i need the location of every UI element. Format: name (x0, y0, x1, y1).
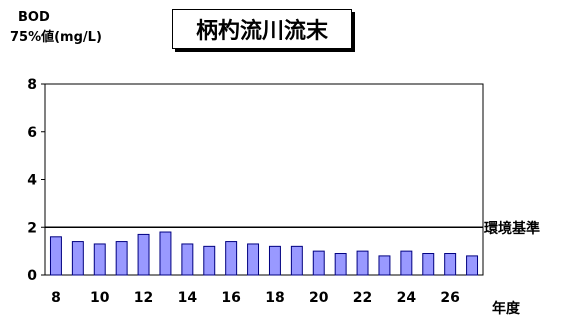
reference-line-label: 環境基準 (484, 221, 540, 237)
bar (247, 243, 260, 276)
x-tick-label: 12 (134, 290, 153, 306)
x-tick-label: 26 (440, 290, 459, 306)
x-tick-label: 20 (309, 290, 329, 306)
bar (466, 255, 479, 276)
y-tick-label: 4 (27, 173, 37, 189)
x-tick-label: 22 (353, 290, 372, 306)
bar (71, 241, 84, 276)
bar (137, 233, 150, 276)
bar (400, 250, 413, 276)
chart-title: 柄杓流川流末 (172, 9, 352, 49)
y-axis-label-line1: BOD (18, 10, 50, 25)
x-tick-label: 18 (265, 290, 284, 306)
bar (268, 245, 281, 276)
bar (334, 253, 347, 276)
y-tick-label: 6 (27, 125, 37, 141)
bar (159, 231, 172, 276)
x-tick-label: 24 (397, 290, 417, 306)
y-tick-label: 8 (27, 77, 37, 93)
y-axis-label-line2: 75%値(mg/L) (10, 30, 102, 45)
x-tick-label: 16 (221, 290, 240, 306)
x-tick-label: 14 (178, 290, 198, 306)
plot-area (44, 83, 484, 276)
y-tick-label: 0 (27, 268, 37, 284)
bar (203, 245, 216, 276)
bar (49, 236, 62, 276)
bar (290, 245, 303, 276)
bar (181, 243, 194, 276)
x-axis-label: 年度 (492, 301, 520, 317)
bar (115, 241, 128, 276)
bar (93, 243, 106, 276)
bar (444, 253, 457, 276)
y-tick-label: 2 (27, 220, 37, 236)
x-tick-label: 8 (51, 290, 61, 306)
bar (312, 250, 325, 276)
bar (378, 255, 391, 276)
x-tick-label: 10 (90, 290, 110, 306)
bar (356, 250, 369, 276)
bar (422, 253, 435, 276)
bar (225, 241, 238, 276)
